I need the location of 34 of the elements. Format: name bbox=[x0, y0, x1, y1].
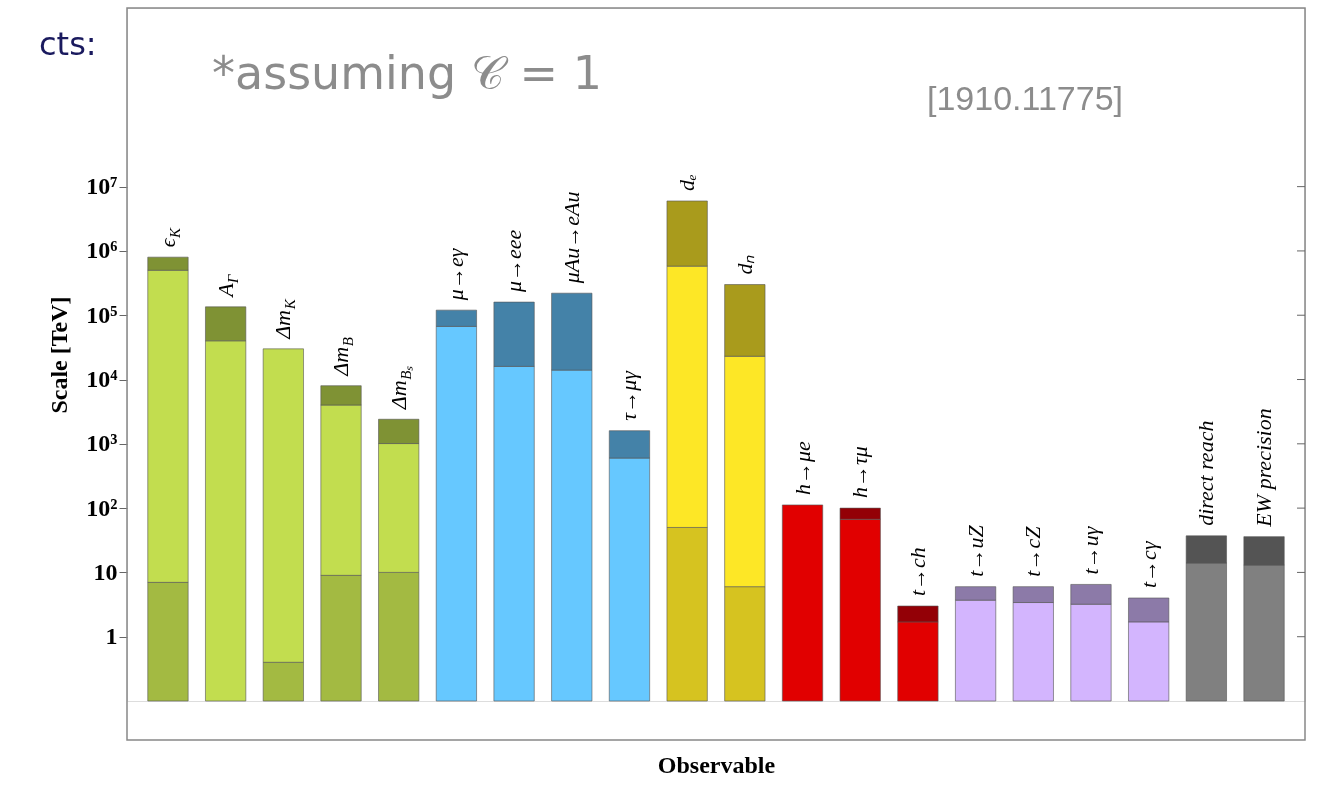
x-tick-label: μ→eee bbox=[501, 229, 527, 294]
y-tick-label: 10² bbox=[86, 494, 118, 521]
x-tick-label: μAu→eAu bbox=[558, 191, 584, 285]
x-tick-label: dₙ bbox=[731, 254, 757, 275]
x-tick-label: h→τμ bbox=[847, 446, 873, 499]
x-tick-label: AΓ bbox=[212, 273, 241, 299]
y-tick-label: 10 bbox=[93, 558, 118, 585]
x-tick-label: t→ch bbox=[904, 547, 930, 597]
x-tick-label: direct reach bbox=[1193, 420, 1219, 526]
bar bbox=[781, 504, 824, 702]
x-axis-title: Observable bbox=[657, 751, 776, 778]
x-tick-label: ΔmBₛ bbox=[385, 365, 414, 411]
annotation: [1910.11775] bbox=[927, 79, 1123, 117]
x-tick-label: μ→eγ bbox=[443, 247, 469, 302]
x-tick-label: h→μe bbox=[789, 440, 815, 495]
y-axis-title: Scale [TeV] bbox=[46, 296, 73, 414]
y-tick-label: 10³ bbox=[86, 430, 118, 457]
y-tick-label: 10⁷ bbox=[86, 173, 118, 200]
y-tick-label: 10⁶ bbox=[86, 237, 118, 264]
y-tick-label: 1 bbox=[105, 623, 118, 650]
x-tick-label: ΔmK bbox=[270, 298, 299, 340]
x-tick-label: EW precision bbox=[1251, 408, 1277, 528]
text: cts: bbox=[39, 25, 97, 63]
y-tick-label: 10⁵ bbox=[86, 301, 118, 328]
x-tick-label: ϵK bbox=[154, 226, 183, 248]
x-tick-label: t→uZ bbox=[962, 524, 988, 577]
x-tick-label: τ→μγ bbox=[616, 369, 642, 421]
x-tick-label: t→cZ bbox=[1020, 525, 1046, 577]
x-tick-label: dₑ bbox=[674, 173, 700, 191]
x-tick-label: t→uγ bbox=[1077, 525, 1103, 575]
x-tick-label: ΔmB bbox=[328, 337, 357, 377]
annotation: *assuming 𝒞 = 1 bbox=[212, 46, 602, 100]
y-tick-label: 10⁴ bbox=[86, 366, 118, 393]
x-tick-label: t→cγ bbox=[1135, 540, 1161, 588]
